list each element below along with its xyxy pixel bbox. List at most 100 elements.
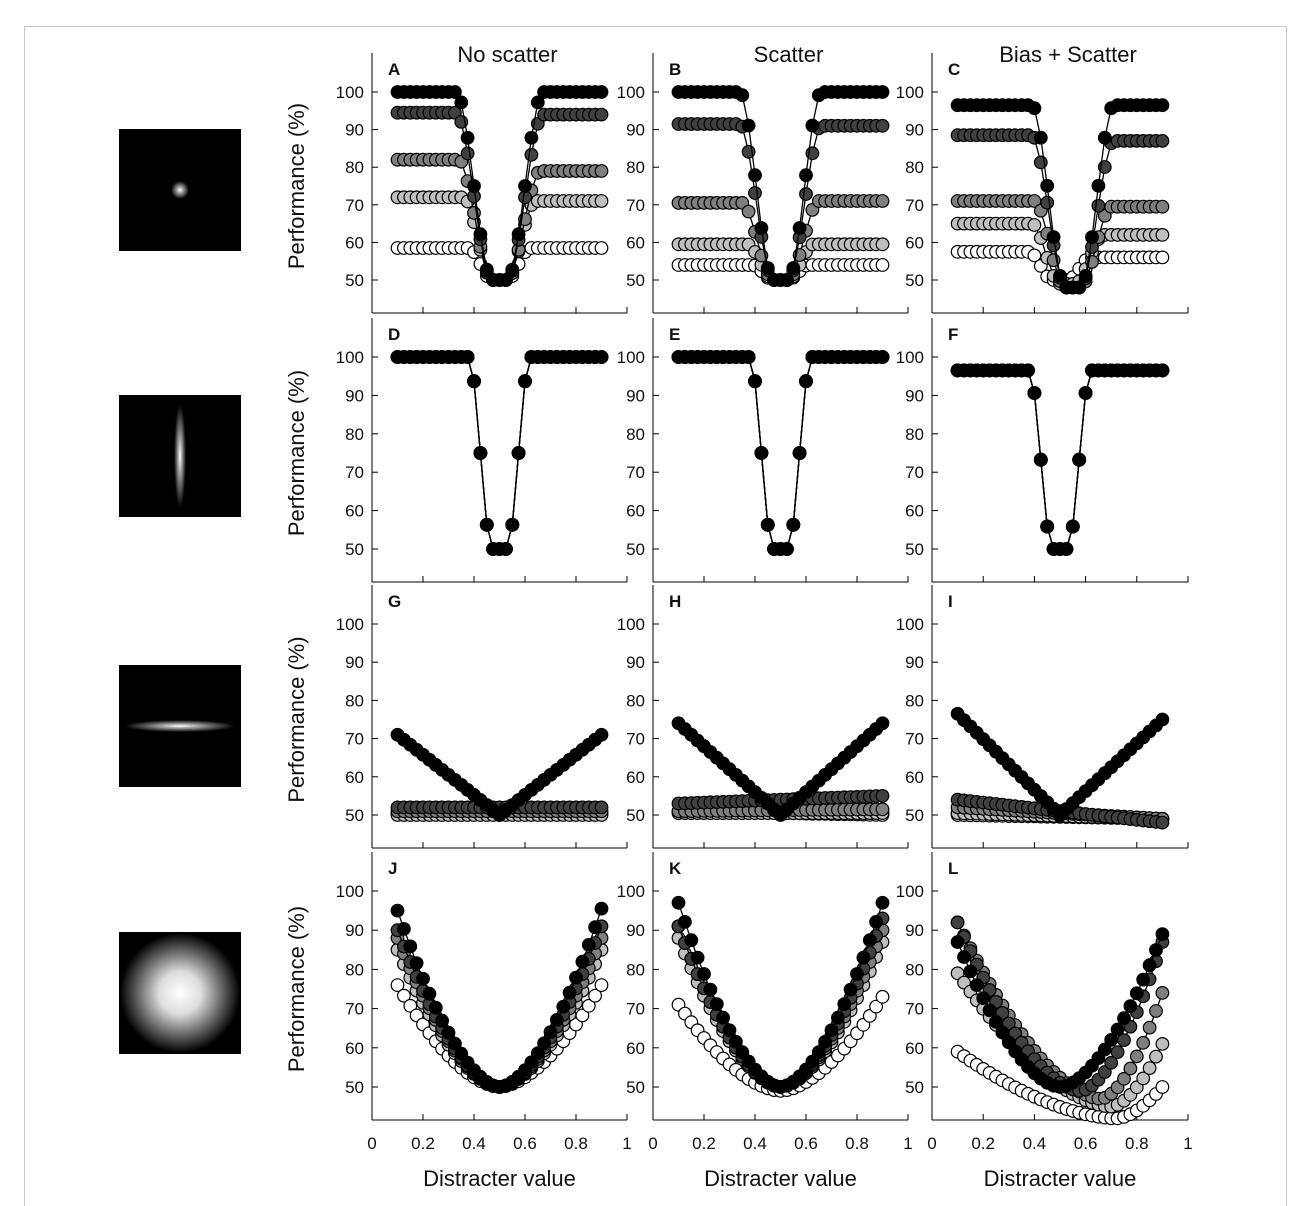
series-0 [671, 895, 890, 1094]
y-tick-label: 60 [345, 1039, 364, 1058]
data-point [1155, 1080, 1170, 1094]
y-tick-label: 80 [345, 158, 364, 177]
y-tick-label: 50 [626, 1078, 645, 1097]
data-point [428, 1000, 443, 1015]
data-point [862, 1009, 877, 1023]
y-tick-label: 60 [345, 502, 364, 521]
panel-letter: A [388, 60, 400, 79]
data-point [957, 950, 971, 964]
series-line [678, 356, 883, 550]
y-tick-label: 50 [905, 1078, 924, 1097]
data-point [1155, 1036, 1170, 1051]
series-0 [950, 98, 1170, 295]
x-tick-label: 0.8 [845, 1134, 869, 1153]
panel-L: 50 60 70 80 90 100 0 0.2 0.4 0.6 0.8 1 L Distracter v… [896, 852, 1193, 1191]
data-point [1078, 386, 1093, 400]
panel-letter: C [948, 60, 960, 79]
y-tick-label: 100 [617, 348, 645, 367]
data-point [843, 982, 858, 997]
series-line [397, 356, 602, 550]
data-point [594, 194, 609, 208]
y-tick-label: 70 [626, 196, 645, 215]
data-point [976, 991, 991, 1005]
data-point [805, 118, 820, 133]
data-point [594, 350, 609, 364]
y-tick-label: 50 [905, 540, 924, 559]
series-2 [950, 363, 1170, 556]
data-point [588, 988, 602, 1003]
data-point [1033, 452, 1048, 467]
y-tick-label: 80 [345, 691, 364, 710]
panel-I: 50 60 70 80 90 100 I [896, 585, 1189, 849]
y-tick-label: 70 [626, 730, 645, 749]
y-tick-label: 60 [905, 502, 924, 521]
data-point [594, 107, 609, 122]
series-3 [671, 237, 890, 287]
panel-letter: D [388, 325, 400, 344]
data-point [1142, 1061, 1157, 1075]
data-point [1136, 1071, 1151, 1086]
series-line [397, 356, 602, 550]
y-tick-label: 90 [905, 921, 924, 940]
data-point [511, 446, 526, 460]
data-point [1110, 1022, 1125, 1037]
data-point [390, 978, 405, 992]
data-point [735, 1045, 750, 1060]
data-point [1046, 230, 1061, 245]
data-point [1085, 230, 1099, 245]
data-point [594, 978, 609, 992]
x-tick-label: 0.4 [462, 1134, 486, 1153]
x-tick-label: 0.2 [692, 1134, 716, 1153]
data-point [982, 1003, 997, 1018]
data-point [1059, 542, 1074, 556]
y-tick-label: 100 [336, 615, 364, 634]
series-0 [671, 85, 890, 287]
data-point [409, 956, 424, 970]
series-line [678, 356, 883, 550]
data-point [722, 1023, 737, 1038]
data-point [799, 168, 813, 183]
y-tick-label: 90 [345, 121, 364, 140]
series-2 [671, 350, 890, 556]
data-point [792, 221, 807, 235]
panel-K: 50 60 70 80 90 100 0 0.2 0.4 0.6 0.8 1 K Distracter v… [617, 852, 913, 1191]
panel-A: 50 60 70 80 90 100 A Performance (%) [284, 53, 628, 314]
series-3 [950, 363, 1170, 556]
data-point [505, 262, 520, 277]
data-point [594, 800, 609, 815]
y-tick-label: 70 [905, 196, 924, 215]
data-point [518, 179, 532, 193]
data-point [875, 989, 890, 1004]
data-point [671, 895, 686, 910]
y-tick-label: 100 [617, 882, 645, 901]
data-point [524, 147, 539, 162]
data-point [594, 727, 609, 742]
y-axis-label: Performance (%) [284, 370, 309, 536]
x-axis-label: Distracter value [704, 1166, 857, 1191]
data-point [505, 517, 520, 532]
data-point [1155, 927, 1170, 941]
y-tick-label: 80 [626, 158, 645, 177]
data-point [530, 95, 545, 110]
column-title: Bias + Scatter [999, 42, 1137, 67]
panel-letter: H [669, 592, 681, 611]
series-line [678, 356, 883, 550]
series-line [957, 369, 1163, 550]
data-point [594, 85, 609, 99]
data-point [460, 130, 475, 145]
y-tick-label: 50 [626, 540, 645, 559]
data-point [875, 194, 890, 208]
data-point [799, 187, 813, 201]
data-point [511, 227, 526, 242]
data-point [1155, 98, 1170, 113]
vertical-bar-icon [119, 395, 241, 517]
data-point [1155, 986, 1170, 1000]
y-axis-label: Performance (%) [284, 103, 309, 269]
series-0 [671, 350, 890, 556]
data-point [1027, 248, 1042, 263]
data-point [1155, 363, 1170, 378]
y-tick-label: 80 [345, 425, 364, 444]
series-line [678, 356, 883, 550]
panel-D: 50 60 70 80 90 100 D Performance (%) [284, 318, 628, 583]
